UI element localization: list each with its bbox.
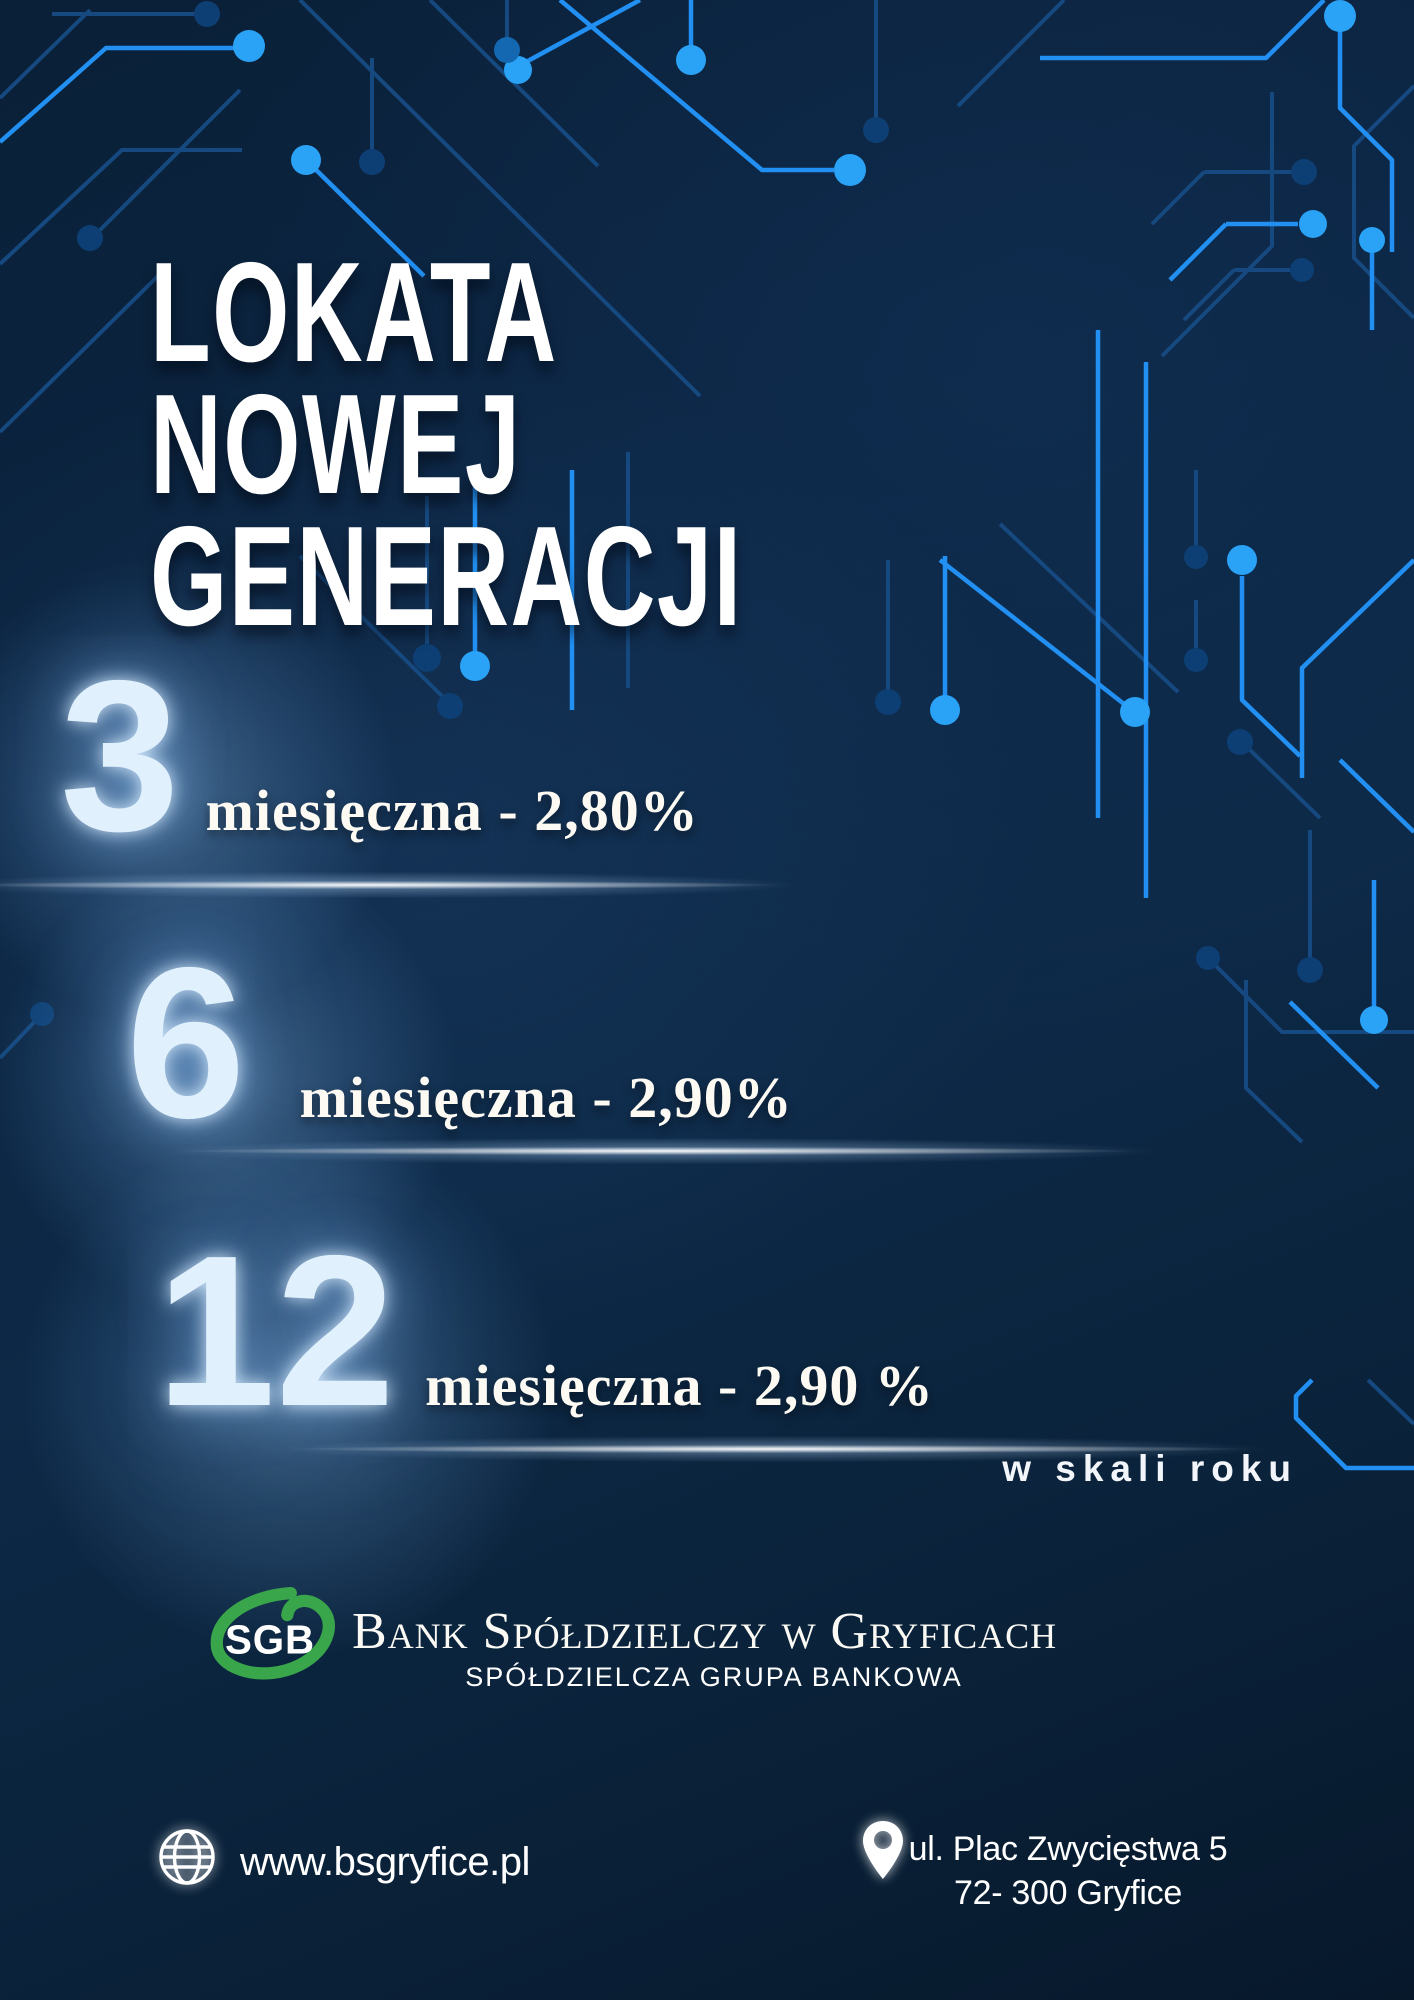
- digit-glow-halo: [20, 1120, 560, 1660]
- term-number: 12: [156, 1210, 396, 1451]
- bank-name: Bank Spółdzielczy w Gryficach: [352, 1603, 1058, 1660]
- website-link[interactable]: www.bsgryfice.pl: [240, 1840, 530, 1884]
- sgb-swoosh-icon: [210, 1587, 335, 1680]
- term-number: 6: [126, 922, 246, 1163]
- term-number: 3: [60, 635, 180, 876]
- rate-row-6-months: 6 miesięczna - 2,90%: [126, 935, 793, 1150]
- page-title: LOKATA NOWEJ GENERACJI: [150, 242, 743, 648]
- title-line-3: GENERACJI: [150, 497, 743, 657]
- rate-label: miesięczna - 2,80%: [205, 778, 699, 843]
- rate-row-3-months: 3 miesięczna - 2,80%: [60, 648, 699, 863]
- light-streak: [160, 1138, 1160, 1164]
- globe-icon: [159, 1829, 215, 1885]
- annual-rate-note: w skali roku: [1002, 1448, 1298, 1489]
- sgb-acronym: SGB: [225, 1617, 315, 1663]
- rate-label: miesięczna - 2,90 %: [425, 1353, 934, 1418]
- light-streak: [270, 1436, 1270, 1462]
- digit-glow-halo: [0, 555, 400, 1025]
- address-line-1: ul. Plac Zwycięstwa 5: [908, 1830, 1228, 1868]
- title-line-1: LOKATA: [150, 233, 558, 393]
- location-pin-icon: [863, 1821, 903, 1879]
- bank-address: ul. Plac Zwycięstwa 5 72- 300 Gryfice: [896, 1828, 1240, 1915]
- bank-group-name: SPÓŁDZIELCZA GRUPA BANKOWA: [465, 1662, 963, 1692]
- rate-label: miesięczna - 2,90%: [299, 1065, 793, 1130]
- address-line-2: 72- 300 Gryfice: [954, 1873, 1182, 1912]
- title-line-2: NOWEJ: [150, 365, 522, 525]
- sgb-logo: SGB: [210, 1587, 335, 1680]
- rate-row-12-months: 12 miesięczna - 2,90 %: [156, 1223, 934, 1438]
- light-streak: [0, 872, 800, 898]
- digit-glow-halo: [0, 850, 460, 1320]
